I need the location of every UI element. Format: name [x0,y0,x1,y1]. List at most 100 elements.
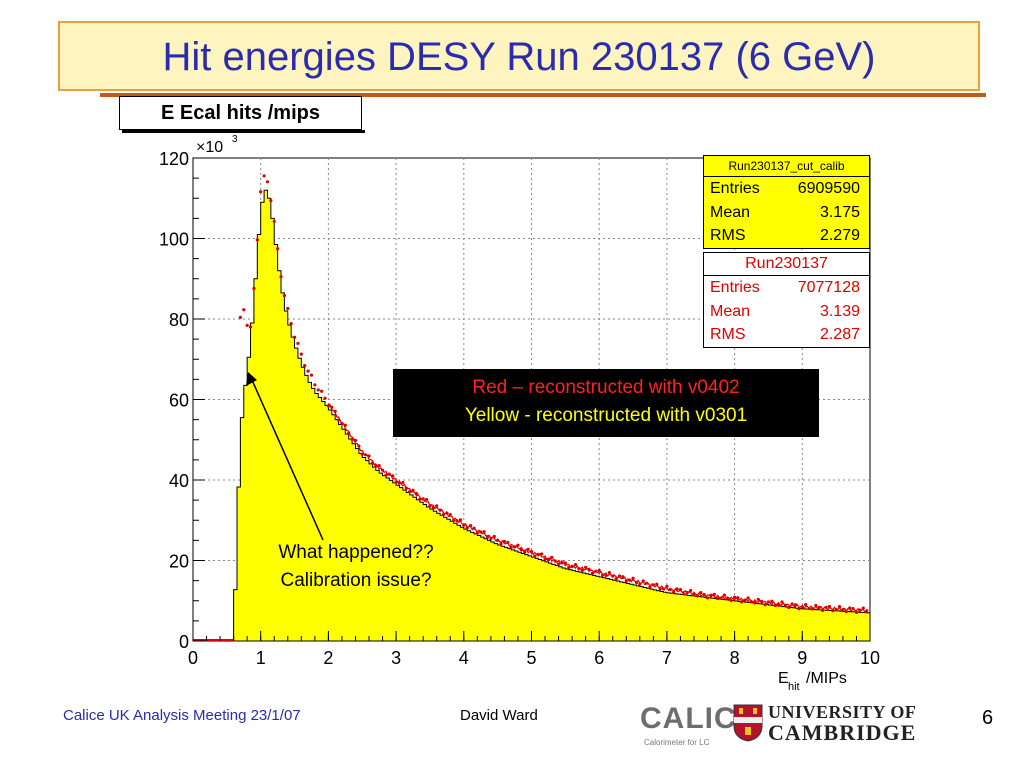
series-red-marker [411,488,415,492]
series-red-marker [763,603,767,607]
stats-title: Run230137_cut_calib [704,156,869,177]
series-red-marker [316,388,320,392]
series-red-marker [631,576,635,580]
x-tick-label: 10 [860,648,880,668]
series-red-marker [746,596,750,600]
stats-value: 3.175 [819,203,860,221]
y-scale-exponent: 3 [232,134,238,145]
page-number: 6 [982,707,994,729]
series-red-marker [259,190,263,194]
series-red-marker [648,585,652,589]
stats-value: 3.139 [819,302,860,320]
y-tick-label: 80 [169,310,189,330]
series-red-marker [804,603,808,607]
series-red-marker [854,610,859,614]
x-tick-label: 5 [526,648,536,668]
histogram-title: E Ecal hits /mips [119,96,365,133]
series-red-marker [435,504,439,508]
annotation-line1: What happened?? [278,542,434,563]
stats-box-run: Run230137 Entries 7077128 Mean 3.139 RMS 2.… [703,252,870,348]
series-red-marker [590,571,595,575]
x-tick-label: 6 [594,648,604,668]
series-red-marker [499,542,503,546]
series-red-marker [780,600,784,604]
calice-logo: CALICE Calorimeter for LC [640,702,757,748]
series-red-marker [458,518,463,522]
stats-label: RMS [710,326,746,343]
series-red-marker [523,550,527,554]
series-red-marker [770,599,774,603]
series-red-marker [262,174,266,178]
series-red-marker [299,352,303,356]
series-red-marker [401,480,405,485]
stats-row-entries: Entries 6909590 [704,177,869,201]
series-red-marker [672,590,676,594]
series-red-marker [289,322,293,326]
series-red-marker [584,565,588,569]
footer-meeting: Calice UK Analysis Meeting 23/1/07 [63,707,301,724]
series-red-marker [296,341,300,346]
x-axis-label-sub: hit [788,681,800,693]
series-red-marker [326,404,330,408]
stats-title: Run230137 [704,253,869,276]
x-tick-label: 9 [797,648,807,668]
y-tick-label: 120 [159,149,189,169]
stats-row-rms: RMS 2.287 [704,323,869,347]
stats-box-cut-calib: Run230137_cut_calib Entries 6909590 Mean 3… [703,155,870,249]
series-red-marker [306,369,310,373]
series-red-marker [614,577,618,581]
annotation-arrow-line [251,379,324,541]
series-red-marker [722,593,727,597]
x-axis-label-unit: /MIPs [806,670,847,687]
x-tick-label: 2 [323,648,333,668]
cambridge-crest-icon [733,704,763,742]
series-red-marker [269,199,273,203]
stats-row-rms: RMS 2.279 [704,224,869,248]
series-red-marker [753,601,757,605]
stats-row-mean: Mean 3.139 [704,300,869,324]
x-tick-label: 8 [730,648,740,668]
series-red-marker [485,535,490,539]
series-red-marker [242,308,246,312]
series-red-marker [573,562,578,567]
series-red-marker [688,588,693,593]
stats-label: Entries [710,279,760,296]
legend-red-text: Red – reconstructed with v0402 [472,377,740,398]
calice-logo-subtitle: Calorimeter for LC [644,738,710,747]
series-red-marker [475,531,479,535]
annotation-text: What happened?? Calibration issue? [236,539,476,595]
series-red-marker [556,562,561,567]
series-red-marker [323,396,327,400]
series-red-marker [265,180,270,184]
y-tick-label: 40 [169,471,189,491]
y-scale-label: ×10 [196,139,223,156]
stats-value: 7077128 [797,279,860,296]
series-red-marker [597,568,601,573]
series-red-marker [245,323,249,327]
cambridge-logo-text: UNIVERSITY OF CAMBRIDGE [768,702,916,744]
x-tick-label: 3 [391,648,401,668]
series-red-marker [303,364,307,368]
series-red-marker [682,592,686,596]
x-tick-label: 7 [662,648,672,668]
cambridge-line1: UNIVERSITY OF [768,702,917,722]
series-red-marker [448,512,452,517]
legend-yellow-text: Yellow - reconstructed with v0301 [464,405,748,426]
series-red-marker [272,219,276,224]
series-red-marker [320,389,324,393]
stats-label: Mean [710,203,751,221]
series-red-marker [292,335,297,339]
cambridge-line2: CAMBRIDGE [768,720,917,745]
stats-row-mean: Mean 3.175 [704,201,869,225]
series-red-marker [252,286,256,291]
stats-label: Mean [710,302,751,320]
series-red-marker [705,596,710,600]
x-tick-label: 0 [188,648,198,668]
slide-title: Hit energies DESY Run 230137 (6 GeV) [162,35,876,79]
title-banner: Hit energies DESY Run 230137 (6 GeV) [58,21,986,97]
stats-label: RMS [710,227,746,244]
series-red-marker [716,596,720,601]
series-red-marker [255,238,259,242]
series-red-marker [756,597,760,602]
series-red-marker [248,325,253,329]
